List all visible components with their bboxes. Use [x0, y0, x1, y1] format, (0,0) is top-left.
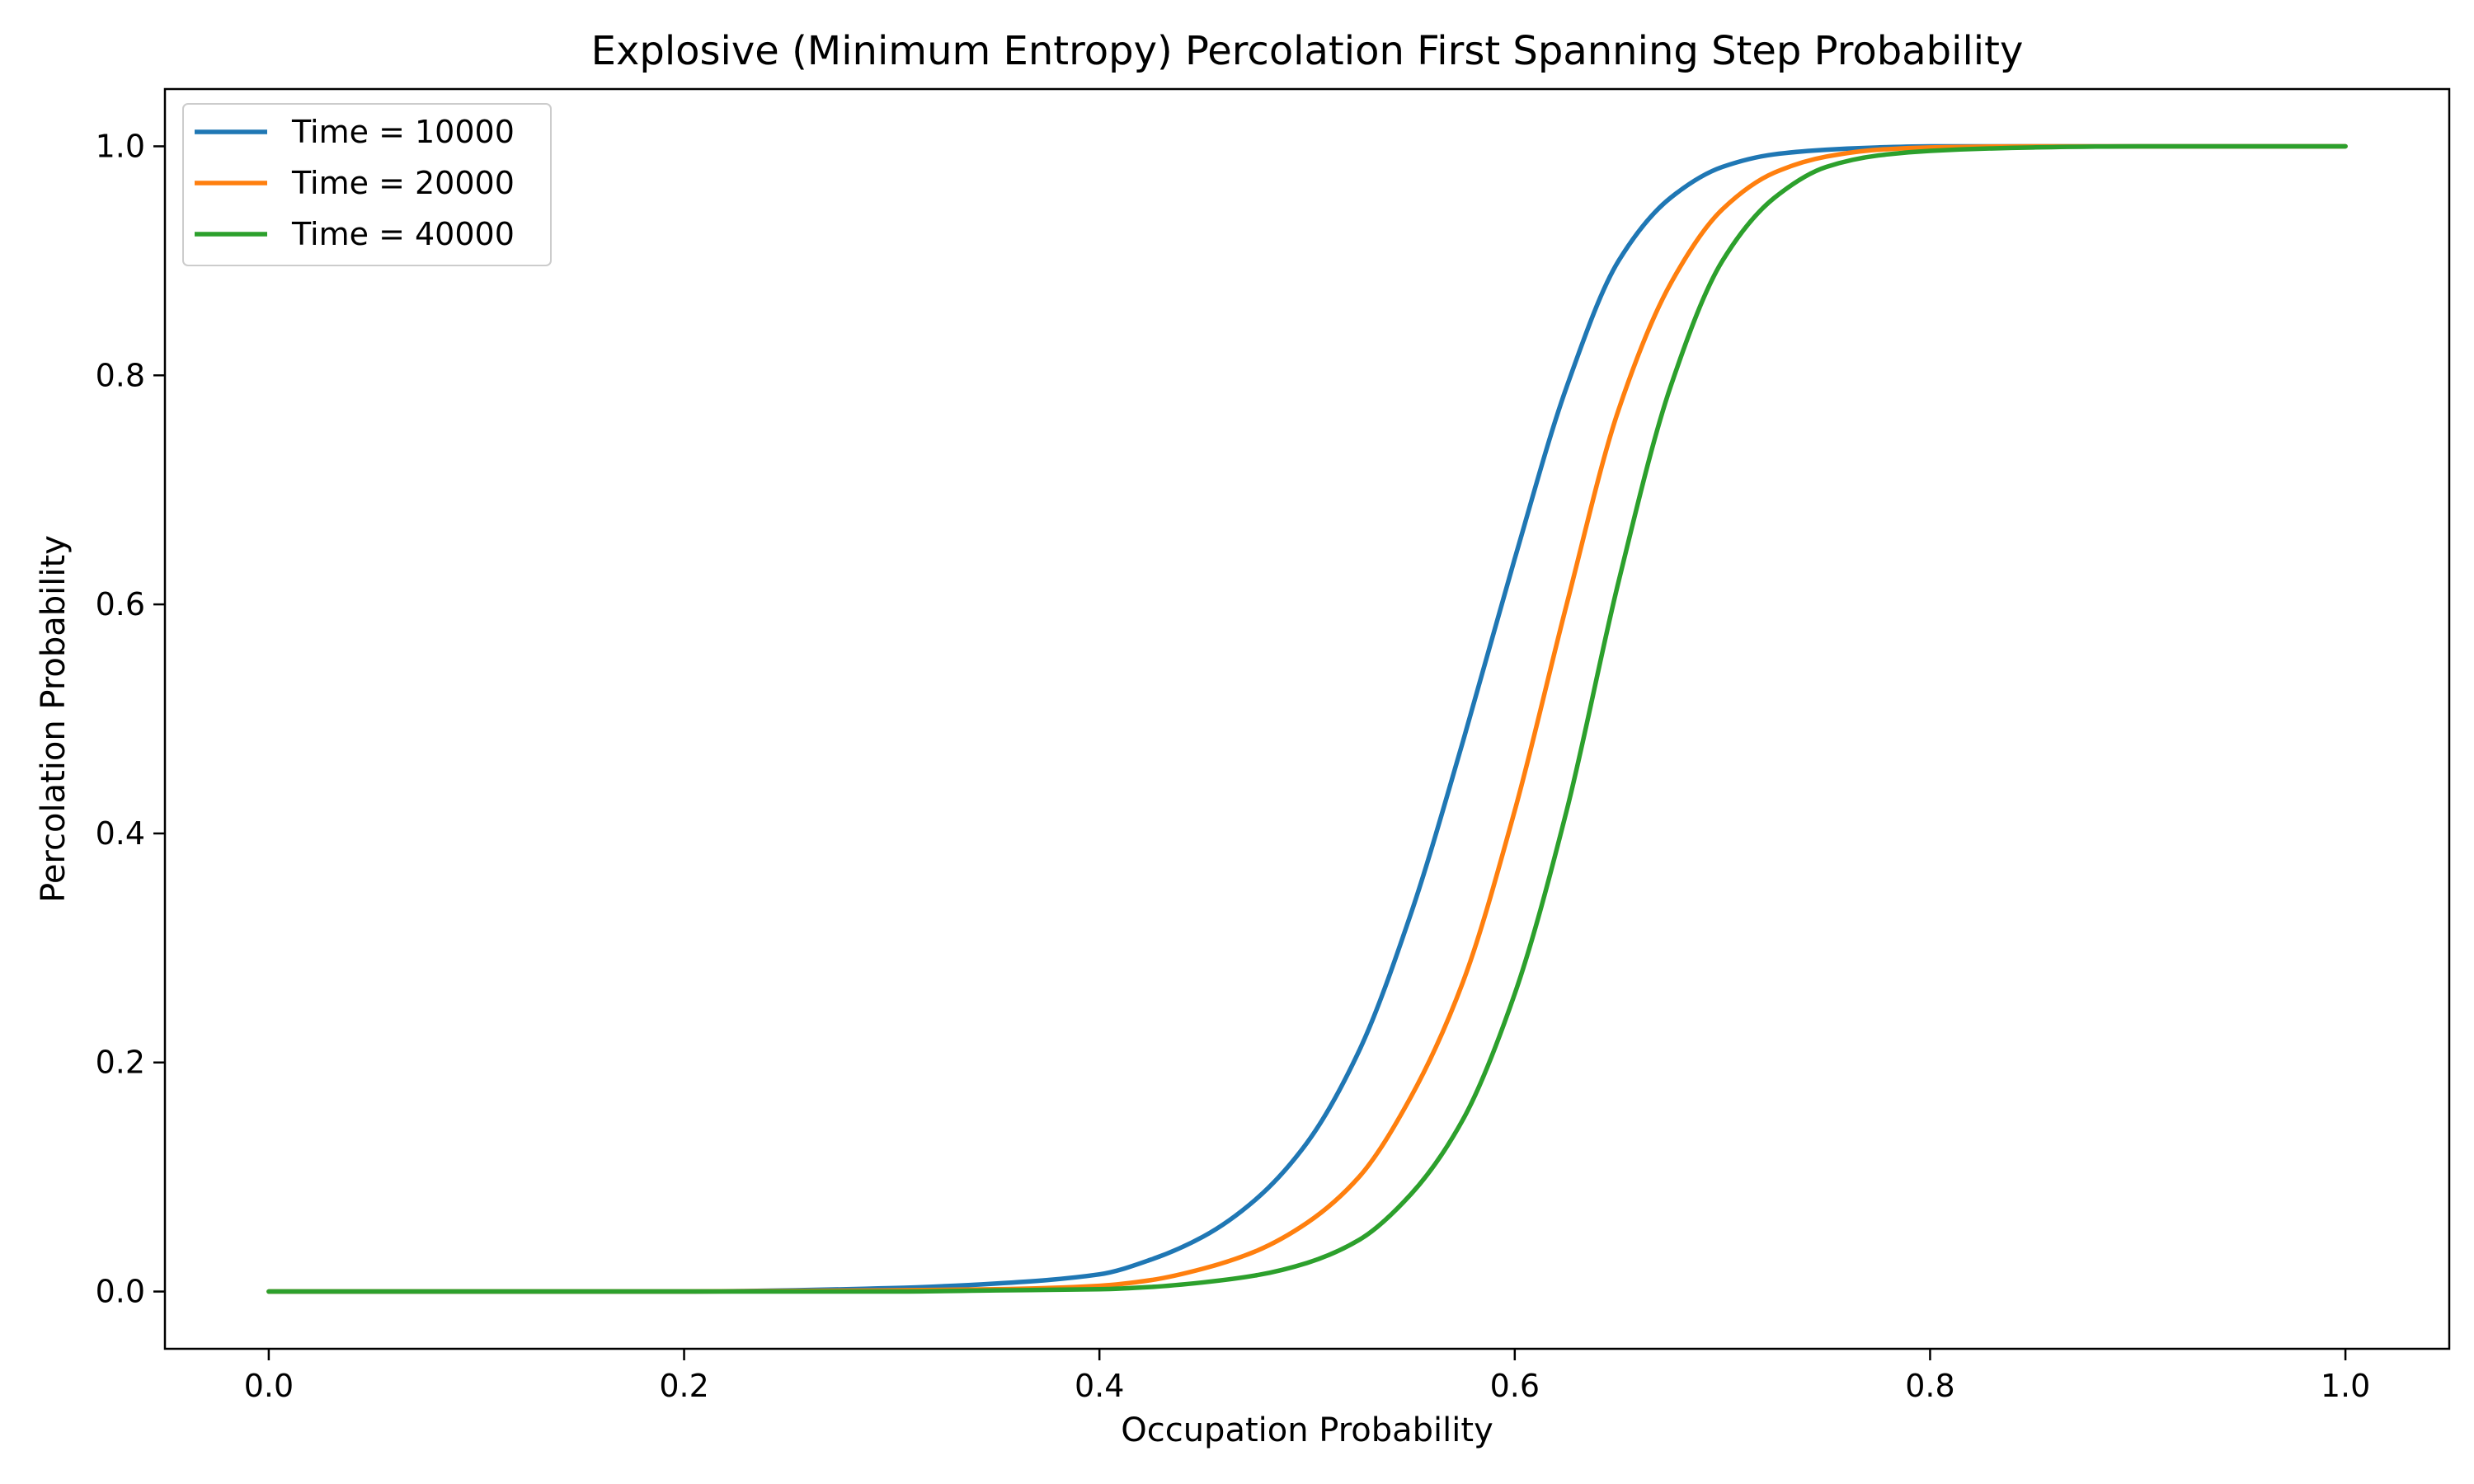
y-tick-label: 1.0 — [96, 128, 145, 164]
legend-label-1: Time = 10000 — [291, 114, 515, 150]
legend: Time = 10000 Time = 20000 Time = 40000 — [182, 103, 552, 266]
series-lines — [266, 143, 2348, 1294]
plot-area — [163, 87, 2451, 1350]
x-axis-label: Occupation Probability — [1121, 1411, 1493, 1449]
y-axis-label: Percolation Probability — [35, 535, 73, 903]
x-tick-label: 1.0 — [2321, 1368, 2370, 1404]
y-tick-label: 0.0 — [96, 1274, 145, 1310]
x-tick-label: 0.8 — [1905, 1368, 1954, 1404]
plot-frame — [163, 87, 2451, 1350]
series-line-1 — [266, 143, 2348, 1294]
y-tick-label: 0.4 — [96, 815, 145, 852]
y-axis: 0.0 0.2 0.4 0.6 0.8 1.0 — [96, 128, 165, 1310]
x-tick-label: 0.4 — [1075, 1368, 1124, 1404]
y-tick-label: 0.2 — [96, 1045, 145, 1081]
y-tick-label: 0.8 — [96, 357, 145, 393]
series-line-3 — [266, 143, 2348, 1294]
x-axis: 0.0 0.2 0.4 0.6 0.8 1.0 — [244, 1349, 2370, 1404]
chart-title: Explosive (Minimum Entropy) Percolation … — [591, 28, 2024, 74]
legend-box — [182, 103, 552, 266]
legend-label-2: Time = 20000 — [291, 165, 515, 201]
x-tick-label: 0.2 — [659, 1368, 708, 1404]
legend-label-3: Time = 40000 — [291, 216, 515, 252]
x-tick-label: 0.6 — [1490, 1368, 1540, 1404]
x-tick-label: 0.0 — [244, 1368, 294, 1404]
y-tick-label: 0.6 — [96, 586, 145, 622]
